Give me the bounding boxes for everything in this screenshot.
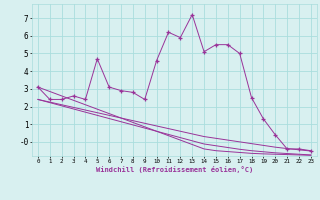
X-axis label: Windchill (Refroidissement éolien,°C): Windchill (Refroidissement éolien,°C) [96,166,253,173]
